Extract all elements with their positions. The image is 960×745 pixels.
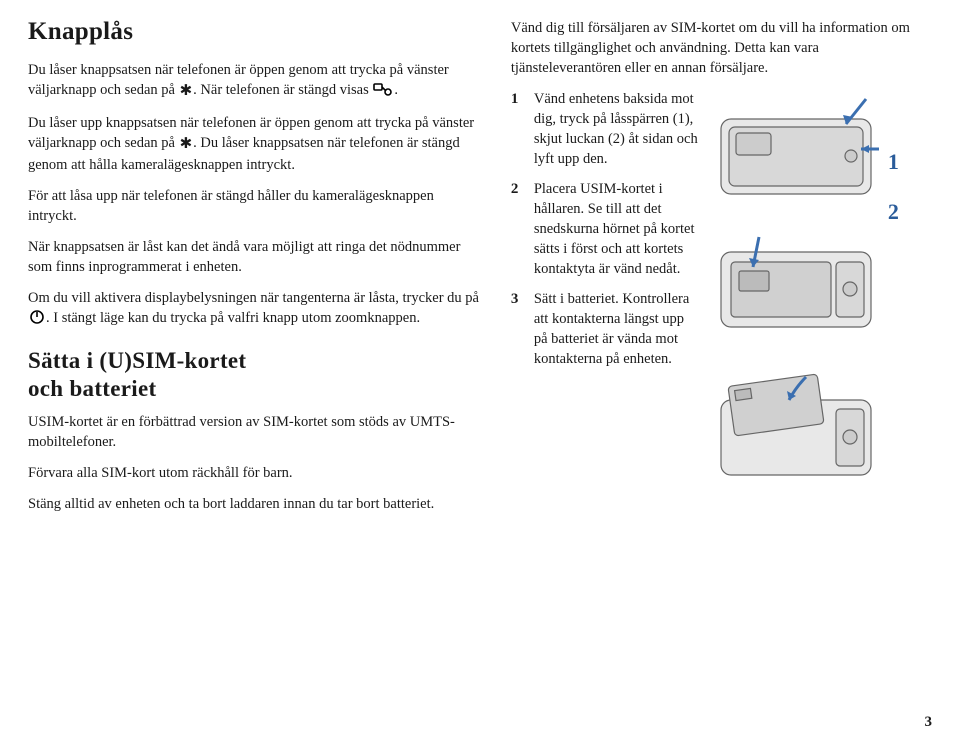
para-backlight: Om du vill aktivera displaybelysningen n… — [28, 288, 483, 331]
page-content: Knapplås Du låser knappsatsen när telefo… — [28, 18, 932, 525]
para-lock-open: Du låser knappsatsen när telefonen är öp… — [28, 60, 483, 102]
heading-knapplas: Knapplås — [28, 18, 483, 46]
step-3: 3 Sätt i batteriet. Kontrollera att kont… — [511, 289, 701, 369]
para-unlock-open: Du låser upp knappsatsen när telefonen ä… — [28, 113, 483, 175]
power-icon — [28, 309, 46, 331]
step-number: 3 — [511, 289, 524, 369]
text: Om du vill aktivera displaybelysningen n… — [28, 290, 479, 306]
para-sim-children: Förvara alla SIM-kort utom räckhåll för … — [28, 463, 483, 483]
para-emergency: När knappsatsen är låst kan det ändå var… — [28, 237, 483, 277]
key-icon — [372, 82, 394, 102]
step-number: 2 — [511, 179, 524, 279]
heading-line1: Sätta i (U)SIM-kortet — [28, 348, 246, 373]
phone-battery-illustration — [711, 365, 891, 485]
steps-text: 1 Vänd enhetens baksida mot dig, tryck p… — [511, 89, 701, 503]
step-number: 1 — [511, 89, 524, 169]
step-text: Sätt i batteriet. Kontrollera att kontak… — [534, 289, 701, 369]
para-intro: Vänd dig till försäljaren av SIM-kortet … — [511, 18, 932, 78]
text: . När telefonen är stängd visas — [193, 82, 372, 98]
steps-row: 1 Vänd enhetens baksida mot dig, tryck p… — [511, 89, 932, 503]
heading-line2: och batteriet — [28, 376, 156, 401]
text: . — [394, 82, 398, 98]
star-icon: ✱ — [179, 134, 194, 155]
callout-2: 2 — [888, 199, 899, 225]
para-unlock-closed: För att låsa upp när telefonen är stängd… — [28, 186, 483, 226]
callout-1: 1 — [888, 149, 899, 175]
step-1: 1 Vänd enhetens baksida mot dig, tryck p… — [511, 89, 701, 169]
step-text: Placera USIM-kortet i hållaren. Se till … — [534, 179, 701, 279]
step-text: Vänd enhetens baksida mot dig, tryck på … — [534, 89, 701, 169]
phone-illustrations: 1 2 — [711, 89, 931, 503]
left-column: Knapplås Du låser knappsatsen när telefo… — [28, 18, 483, 525]
para-battery-warn: Stäng alltid av enheten och ta bort ladd… — [28, 494, 483, 514]
phone-back-illustration — [711, 89, 891, 209]
right-column: Vänd dig till försäljaren av SIM-kortet … — [511, 18, 932, 525]
text: . I stängt läge kan du trycka på valfri … — [46, 310, 420, 326]
star-icon: ✱ — [179, 81, 194, 102]
phone-sim-illustration — [711, 227, 891, 347]
para-usim-info: USIM-kortet är en förbättrad version av … — [28, 412, 483, 452]
page-number: 3 — [925, 714, 933, 731]
step-2: 2 Placera USIM-kortet i hållaren. Se til… — [511, 179, 701, 279]
heading-usim: Sätta i (U)SIM-kortet och batteriet — [28, 347, 483, 405]
